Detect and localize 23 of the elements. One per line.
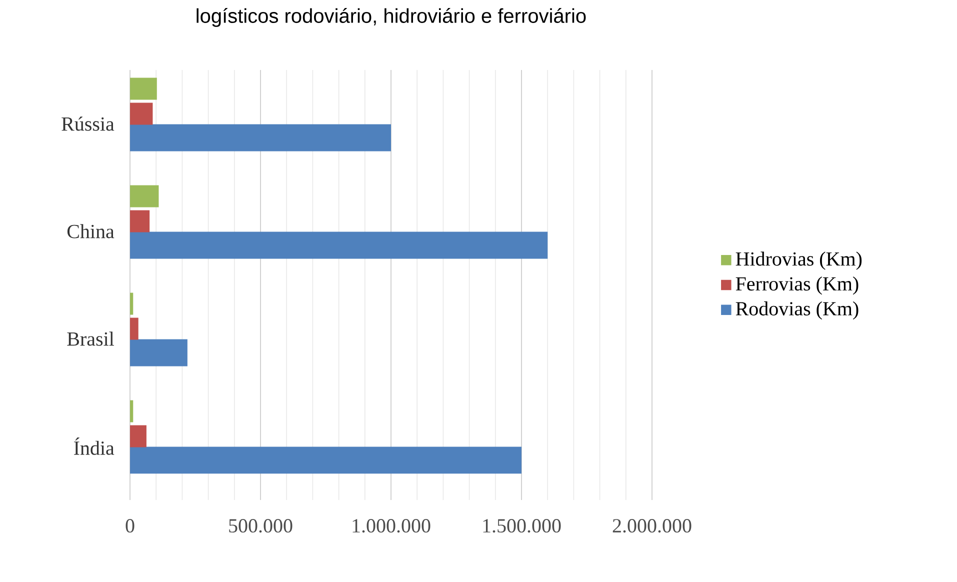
- bar: [130, 232, 548, 259]
- bar: [130, 425, 146, 448]
- x-tick-label: 0: [126, 519, 134, 533]
- y-tick-label: Brasil: [67, 332, 114, 346]
- bar: [130, 185, 159, 208]
- y-tick-label: Rússia: [62, 116, 114, 131]
- x-tick-label: 1.500.000: [483, 519, 561, 533]
- legend-label: Hidrovias (Km): [736, 252, 862, 270]
- bar: [130, 102, 153, 125]
- legend-label: Ferrovias (Km): [736, 276, 858, 295]
- bar: [130, 210, 150, 232]
- x-tick-label: 2.000.000: [612, 519, 692, 533]
- bar: [130, 124, 392, 152]
- chart-title: logísticos rodoviário, hidroviário e ferroviário: [196, 8, 586, 27]
- x-tick-label: 1.000.000: [352, 519, 430, 533]
- bar: [130, 446, 522, 474]
- x-tick-label: 500.000: [229, 519, 292, 533]
- bar: [130, 78, 157, 100]
- y-tick-label: China: [67, 224, 114, 238]
- legend-label: Rodovias (Km): [736, 301, 858, 320]
- bar: [130, 339, 188, 366]
- bar: [130, 318, 138, 340]
- y-tick-label: Índia: [74, 438, 114, 455]
